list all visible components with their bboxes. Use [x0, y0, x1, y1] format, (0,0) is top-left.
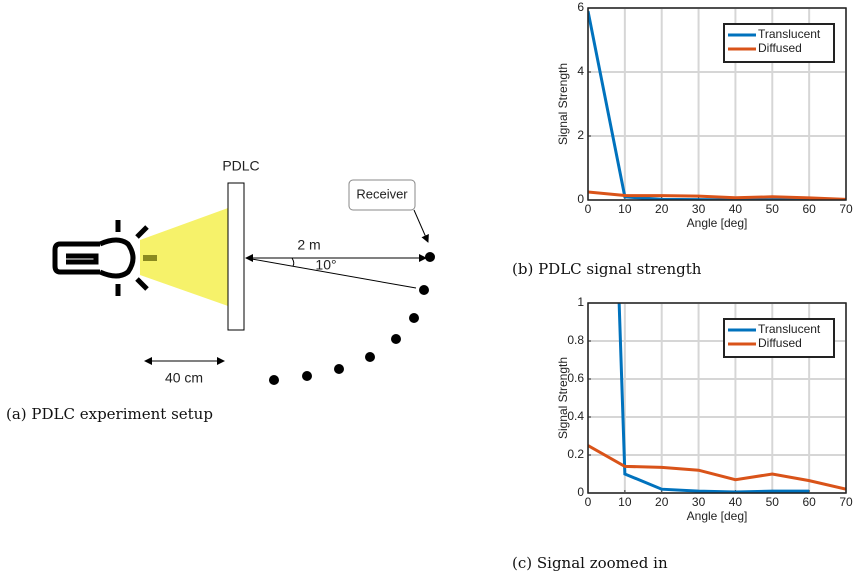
x-tick-label: 70: [839, 495, 853, 509]
offset-label: 40 cm: [165, 370, 203, 386]
x-tick-label: 50: [766, 202, 780, 216]
x-tick-label: 70: [839, 202, 853, 216]
led: [143, 255, 157, 261]
y-tick-label: 0.4: [567, 409, 584, 423]
x-tick-label: 60: [802, 202, 816, 216]
axes-frame: [587, 302, 847, 494]
angle-label: 10°: [315, 257, 336, 273]
caption: (a) PDLC experiment setup: [6, 405, 213, 423]
x-tick-label: 60: [802, 495, 816, 509]
distance-label: 2 m: [297, 237, 320, 253]
flashlight: [52, 220, 149, 296]
x-tick-label: 20: [655, 202, 669, 216]
plot-area: [588, 303, 846, 493]
y-tick-label: 0.2: [567, 447, 584, 461]
x-tick-label: 50: [766, 495, 780, 509]
y-tick-label: 4: [577, 64, 584, 78]
setup-diagram: PDLC 2 m 10° Receiver 40 cm: [52, 158, 435, 386]
legend-box: [723, 23, 835, 63]
x-tick-label: 30: [692, 495, 706, 509]
y-tick-label: 0.8: [567, 333, 584, 347]
pdlc-panel: [227, 182, 245, 331]
x-tick-label: 0: [585, 202, 592, 216]
x-tick-label: 0: [585, 495, 592, 509]
y-tick-label: 6: [577, 0, 584, 14]
x-axis-label: Angle [deg]: [687, 216, 748, 230]
receiver-box: [348, 179, 416, 211]
receiver-label: Receiver: [356, 186, 408, 201]
caption: (c) Signal zoomed in: [512, 554, 668, 572]
y-tick-label: 0: [577, 192, 584, 206]
y-tick-label: 0.6: [567, 371, 584, 385]
series-line: [588, 444, 846, 491]
y-tick-label: 2: [577, 128, 584, 142]
y-axis-label: Signal Strength: [556, 357, 570, 439]
legend-label: Translucent: [758, 27, 821, 41]
caption: (b) PDLC signal strength: [512, 260, 702, 278]
pdlc-label: PDLC: [222, 158, 259, 174]
legend-label: Diffused: [758, 336, 802, 350]
y-tick-label: 1: [577, 295, 584, 309]
receiver-arrow: [413, 209, 429, 243]
angle-arc: [291, 257, 295, 267]
x-tick-label: 20: [655, 495, 669, 509]
x-tick-label: 40: [729, 495, 743, 509]
legend-label: Diffused: [758, 41, 802, 55]
legend-box: [723, 318, 835, 358]
x-tick-label: 10: [618, 495, 632, 509]
y-axis-label: Signal Strength: [556, 63, 570, 145]
light-cone: [140, 208, 228, 306]
series-line: [617, 303, 810, 493]
x-tick-label: 10: [618, 202, 632, 216]
legend-label: Translucent: [758, 322, 821, 336]
angle-line: [245, 257, 417, 289]
axes-frame: [587, 7, 847, 201]
x-tick-label: 40: [729, 202, 743, 216]
x-tick-label: 30: [692, 202, 706, 216]
y-tick-label: 0: [577, 485, 584, 499]
series-line: [588, 190, 846, 200]
receiver-positions: [269, 252, 435, 385]
x-axis-label: Angle [deg]: [687, 509, 748, 523]
